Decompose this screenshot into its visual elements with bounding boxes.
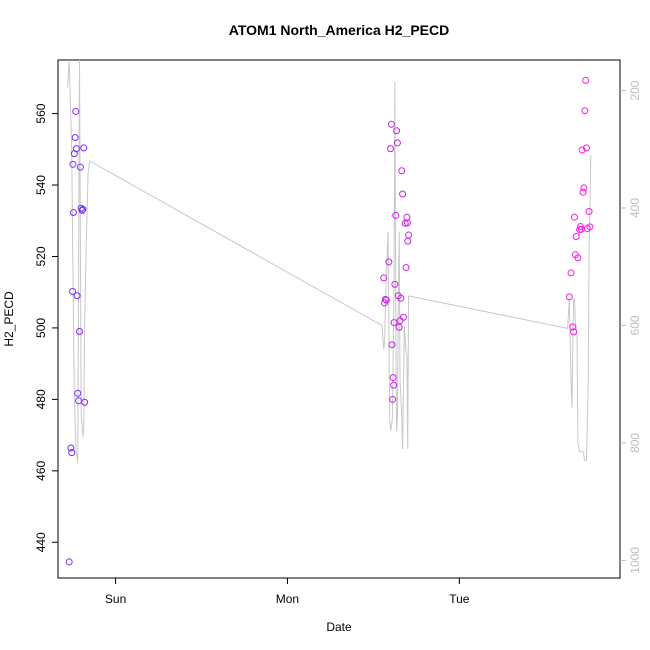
scatter-point <box>572 232 580 240</box>
scatter-point <box>582 76 590 84</box>
scatter-point <box>397 294 405 302</box>
scatter-point <box>74 389 82 397</box>
scatter-point <box>382 296 390 304</box>
y-tick-label-left: 520 <box>34 246 48 266</box>
scatter-point <box>582 144 590 152</box>
scatter-point <box>68 449 76 457</box>
y-tick-label-right: 200 <box>628 80 642 100</box>
scatter-point <box>581 107 589 115</box>
y-tick-label-right: 800 <box>628 433 642 453</box>
scatter-point <box>403 219 411 227</box>
scatter-point <box>69 209 77 217</box>
scatter-point <box>576 222 584 230</box>
scatter-point <box>393 139 401 147</box>
scatter-point <box>565 293 573 301</box>
scatter-point <box>65 558 73 566</box>
scatter-point <box>390 319 398 327</box>
scatter-points-group <box>65 76 594 566</box>
scatter-point <box>580 184 588 192</box>
scatter-point <box>391 280 399 288</box>
scatter-point <box>387 145 395 153</box>
x-tick-label: Sun <box>105 592 126 606</box>
scatter-point <box>67 444 75 452</box>
scatter-point <box>569 323 577 331</box>
scatter-point <box>578 146 586 154</box>
y-tick-label-right: 400 <box>628 198 642 218</box>
scatter-point <box>405 231 413 239</box>
scatter-point <box>75 328 83 336</box>
x-tick-label: Tue <box>449 592 470 606</box>
series-line-group <box>67 59 592 464</box>
scatter-point <box>72 145 80 153</box>
scatter-point <box>79 205 87 213</box>
scatter-point <box>399 313 407 321</box>
scatter-point <box>585 207 593 215</box>
y-tick-label-left: 500 <box>34 318 48 338</box>
chart-title: ATOM1 North_America H2_PECD <box>229 22 449 38</box>
scatter-point <box>398 167 406 175</box>
y-tick-label-left: 460 <box>34 460 48 480</box>
x-axis: Sun Mon Tue <box>105 578 470 606</box>
x-tick-label: Mon <box>276 592 299 606</box>
scatter-point <box>381 295 389 303</box>
y-tick-label-right: 600 <box>628 315 642 335</box>
scatter-point <box>81 398 89 406</box>
scatter-point <box>380 274 388 282</box>
scatter-point <box>71 134 79 142</box>
y-tick-label-right: 1000 <box>628 547 642 574</box>
scatter-point <box>387 120 395 128</box>
scatter-point <box>80 144 88 152</box>
scatter-point <box>402 264 410 272</box>
y-tick-label-left: 440 <box>34 532 48 552</box>
scatter-point <box>69 287 77 295</box>
scatter-point <box>385 258 393 266</box>
y-axis-left: 440 460 480 500 520 540 560 <box>34 103 58 552</box>
series-line <box>67 59 592 464</box>
scatter-point <box>395 323 403 331</box>
y-axis-label: H2_PECD <box>2 291 16 347</box>
scatter-point <box>389 395 397 403</box>
scatter-point <box>78 206 86 214</box>
y-tick-label-left: 560 <box>34 103 48 123</box>
scatter-point <box>73 292 81 300</box>
scatter-point <box>579 188 587 196</box>
scatter-point <box>567 269 575 277</box>
scatter-point <box>392 211 400 219</box>
y-axis-right: 200 400 600 800 1000 <box>620 80 642 574</box>
scatter-point <box>399 190 407 198</box>
scatter-point <box>390 381 398 389</box>
scatter-point <box>574 254 582 262</box>
scatter-point <box>570 213 578 221</box>
scatter-point <box>69 160 77 168</box>
scatter-point <box>389 374 397 382</box>
scatter-point <box>586 223 594 231</box>
scatter-point <box>76 163 84 171</box>
x-axis-label: Date <box>326 620 352 634</box>
scatter-point <box>388 341 396 349</box>
plot-frame <box>57 59 621 579</box>
y-tick-label-left: 540 <box>34 175 48 195</box>
y-tick-label-left: 480 <box>34 389 48 409</box>
scatter-point <box>72 107 80 115</box>
scatter-point <box>393 127 401 135</box>
scatter-point <box>570 328 578 336</box>
